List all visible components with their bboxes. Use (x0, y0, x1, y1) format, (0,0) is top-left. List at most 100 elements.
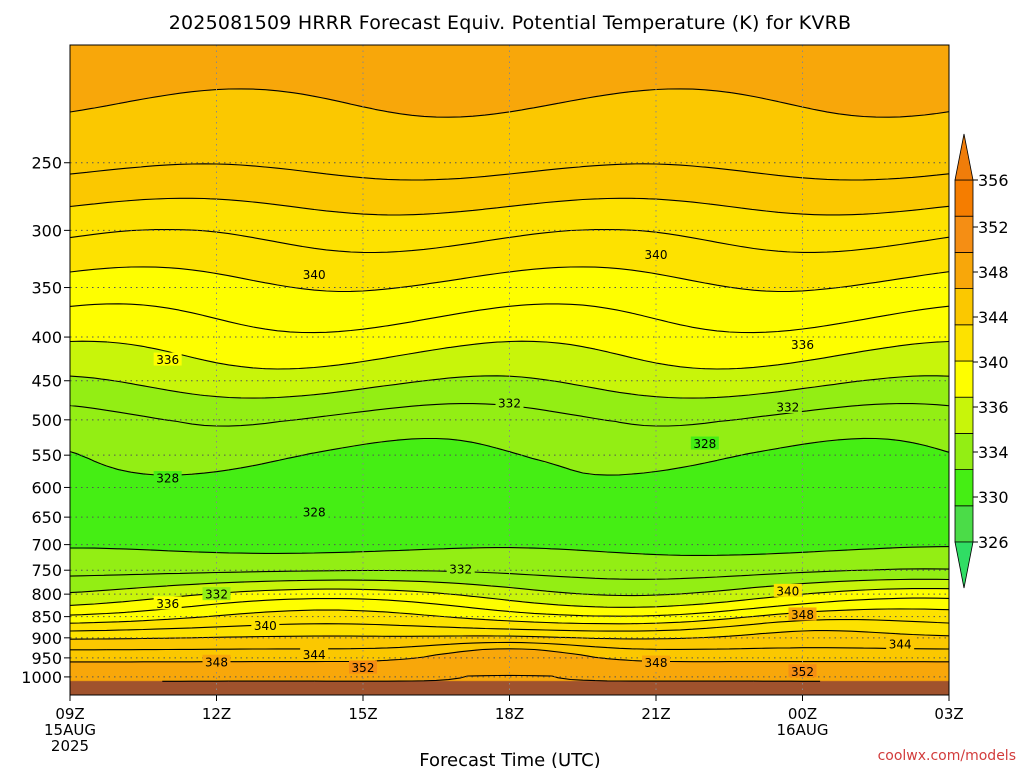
y-tick-label: 850 (31, 608, 62, 627)
contour-label-bg (202, 587, 231, 601)
contour-label: 344 (889, 637, 912, 651)
contour-label: 332 (776, 400, 799, 414)
contour-label: 328 (693, 437, 716, 451)
contour-350 (162, 674, 821, 682)
x-axis-label: Forecast Time (UTC) (419, 750, 600, 768)
y-tick-label: 750 (31, 561, 62, 580)
y-tick-label: 500 (31, 411, 62, 430)
colorbar-band (954, 215, 974, 253)
x-tick-label: 03Z (934, 705, 963, 723)
colorbar-tick-label: 336 (978, 398, 1009, 417)
x-tick-label: 2025 (51, 737, 89, 755)
contour-label: 352 (791, 665, 814, 679)
x-tick-label: 00Z (788, 705, 817, 723)
y-tick-label: 800 (31, 585, 62, 604)
contour-label: 348 (645, 656, 668, 670)
y-tick-label: 600 (31, 478, 62, 497)
y-axis: 250 300 350 400 450 500 550 600 650 700 750 800 850 9… (21, 154, 70, 687)
y-tick-label: 400 (31, 328, 62, 347)
contour-label-bg (300, 504, 329, 518)
contour-label-bg (300, 647, 329, 661)
contour-label: 336 (791, 338, 814, 352)
colorbar-tick-label: 330 (978, 488, 1009, 507)
contour-label: 344 (303, 648, 326, 662)
y-tick-label: 650 (31, 508, 62, 527)
contour-label-bg (788, 607, 817, 621)
colorbar-tick-label: 344 (978, 308, 1009, 327)
colorbar-band (954, 360, 974, 398)
plot-area: 340 340 336 336 332 332 328 328 328 332 332 336 340 3… (69, 44, 950, 696)
x-tick-label: 15Z (348, 705, 377, 723)
contour-334 (69, 375, 950, 597)
contour-348 (69, 88, 950, 663)
colorbar-band (954, 469, 974, 507)
contour-label: 340 (303, 268, 326, 282)
contour-label: 340 (645, 248, 668, 262)
contour-label-bg (788, 337, 817, 351)
contour-label-bg (153, 596, 182, 610)
contour-label-bg (886, 636, 915, 650)
x-tick-label: 21Z (641, 705, 670, 723)
contour-label-bg (642, 247, 670, 261)
contour-label: 340 (776, 584, 799, 598)
contour-label-bg (349, 660, 377, 674)
credit-link[interactable]: coolwx.com/models (878, 748, 1016, 764)
contour-label-bg (642, 655, 670, 669)
y-tick-label: 250 (31, 154, 62, 173)
contour-label: 332 (498, 397, 521, 411)
chart-title: 2025081509 HRRR Forecast Equiv. Potentia… (169, 12, 852, 34)
contour-label: 348 (205, 655, 228, 669)
colorbar-tick-label: 348 (978, 263, 1009, 282)
contour-330 (69, 437, 950, 556)
contour-label: 340 (254, 619, 277, 633)
colorbar-tick-label: 340 (978, 353, 1009, 372)
contour-label-bg (300, 267, 329, 281)
colorbar-tick-label: 352 (978, 218, 1009, 237)
contour-label: 332 (205, 588, 228, 602)
colorbar-band (954, 251, 974, 289)
y-tick-label: 450 (31, 372, 62, 391)
contour-label-bg (153, 352, 182, 366)
colorbar-tick-label: 356 (978, 171, 1009, 190)
contour-label: 336 (156, 597, 179, 611)
x-tick-label: 18Z (495, 705, 524, 723)
y-tick-label: 700 (31, 536, 62, 555)
colorbar-band (954, 396, 974, 434)
contour-label: 328 (303, 505, 326, 519)
contour-label-bg (773, 583, 802, 597)
contour-label: 348 (791, 608, 814, 622)
y-tick-label: 1000 (21, 668, 62, 687)
contour-label: 332 (449, 563, 472, 577)
y-tick-label: 300 (31, 221, 62, 240)
contour-label-bg (690, 436, 719, 450)
contour-label: 352 (352, 661, 375, 675)
y-tick-label: 550 (31, 446, 62, 465)
contour-lines (69, 88, 950, 682)
contour-label-bg (202, 654, 231, 668)
x-tick-label: 12Z (202, 705, 231, 723)
y-tick-label: 350 (31, 279, 62, 298)
colorbar-tick-label: 334 (978, 443, 1009, 462)
contour-label: 328 (156, 472, 179, 486)
colorbar: 326 330 334 336 340 344 348 352 356 (954, 133, 1009, 589)
colorbar-band (954, 324, 974, 362)
contour-label: 336 (156, 353, 179, 367)
x-tick-label: 16AUG (777, 721, 829, 739)
y-tick-label: 900 (31, 629, 62, 648)
contour-338 (69, 303, 950, 617)
x-tick-label: 15AUG (44, 721, 96, 739)
colorbar-band (954, 432, 974, 470)
contour-label-bg (773, 399, 802, 413)
contour-label-bg (153, 471, 182, 485)
colorbar-band (954, 288, 974, 326)
colorbar-under-arrow (954, 541, 974, 589)
colorbar-tick-label: 326 (978, 533, 1009, 552)
contour-label-bg (788, 664, 817, 678)
contour-labels: 340 340 336 336 332 332 328 328 328 332 332 336 340 3… (153, 247, 915, 679)
contour-label-bg (495, 396, 524, 410)
x-tick-label: 09Z (55, 705, 84, 723)
colorbar-band (954, 505, 974, 543)
contour-label-bg (446, 562, 475, 576)
